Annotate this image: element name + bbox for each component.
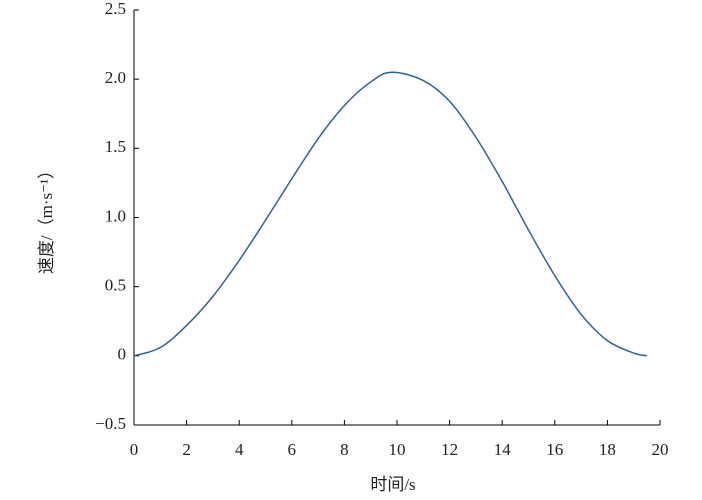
x-axis-label: 时间/s <box>370 475 415 494</box>
x-tick-label: 2 <box>182 440 191 459</box>
x-tick-label: 4 <box>235 440 244 459</box>
x-tick-label: 8 <box>340 440 349 459</box>
x-tick-label: 14 <box>494 440 512 459</box>
y-tick-label: 0 <box>118 345 127 364</box>
x-tick-label: 16 <box>546 440 563 459</box>
x-tick-label: 12 <box>441 440 458 459</box>
y-tick-label: 2.5 <box>105 0 126 18</box>
y-tick-label: 2.0 <box>105 68 126 87</box>
y-tick-label: −0.5 <box>95 414 126 433</box>
y-axis-label: 速度/（m·s⁻¹） <box>37 162 56 274</box>
y-tick-label: 1.0 <box>105 206 126 225</box>
data-line <box>133 71 648 357</box>
x-tick-label: 10 <box>389 440 406 459</box>
x-tick-label: 18 <box>599 440 616 459</box>
y-tick-label: 0.5 <box>105 276 126 295</box>
x-tick-label: 20 <box>652 440 669 459</box>
y-tick-label: 1.5 <box>105 137 126 156</box>
x-tick-label: 6 <box>288 440 297 459</box>
x-tick-label: 0 <box>130 440 139 459</box>
